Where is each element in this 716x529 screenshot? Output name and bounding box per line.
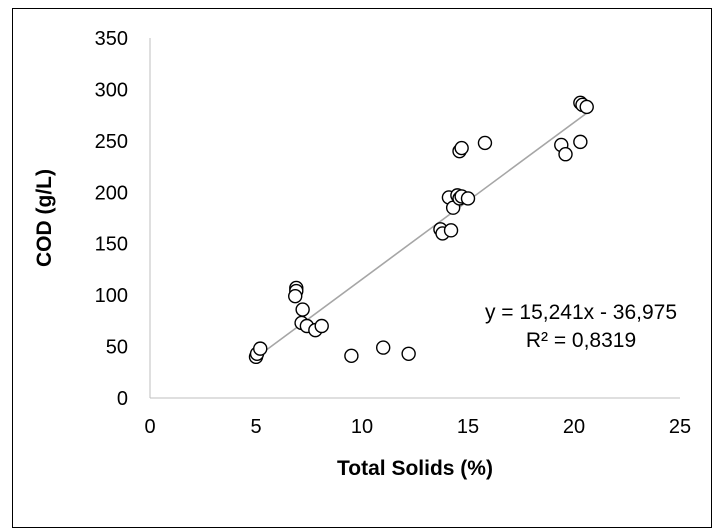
y-axis-title: COD (g/L) — [33, 169, 56, 267]
data-points — [248, 95, 594, 365]
data-point — [443, 223, 459, 238]
data-point — [288, 288, 303, 304]
chart-frame: 0 50 100 150 200 250 300 350 0 5 10 15 20 25 y = 15,… — [12, 8, 712, 528]
data-point — [573, 134, 588, 150]
x-axis-ticks: 0 5 10 15 20 25 — [144, 416, 691, 438]
x-tick-label: 0 — [144, 416, 155, 438]
x-tick-label: 20 — [563, 416, 585, 438]
x-axis-title: Total Solids (%) — [337, 457, 493, 480]
data-point — [579, 99, 594, 115]
data-point — [253, 341, 268, 356]
trendline-r-squared: R² = 0,8319 — [526, 329, 636, 352]
y-tick-label: 0 — [117, 388, 128, 410]
data-point — [314, 318, 329, 334]
data-point — [558, 147, 573, 162]
data-point — [376, 340, 391, 355]
data-point — [295, 302, 310, 317]
y-axis-ticks: 0 50 100 150 200 250 300 350 — [95, 28, 128, 410]
trendline — [255, 112, 588, 359]
y-tick-label: 250 — [95, 131, 128, 153]
y-tick-label: 350 — [95, 28, 128, 50]
x-tick-label: 15 — [457, 416, 479, 438]
data-point — [454, 140, 469, 156]
y-tick-label: 200 — [95, 182, 128, 204]
y-tick-label: 300 — [95, 79, 128, 101]
x-tick-label: 25 — [669, 416, 691, 438]
data-point — [460, 191, 476, 206]
x-tick-label: 5 — [250, 416, 261, 438]
y-tick-label: 150 — [95, 234, 128, 256]
trendline-equation: y = 15,241x - 36,975 — [485, 301, 677, 324]
x-tick-label: 10 — [351, 416, 373, 438]
y-tick-label: 50 — [106, 337, 128, 359]
data-point — [477, 135, 493, 151]
y-tick-label: 100 — [95, 285, 128, 307]
data-point — [344, 348, 359, 364]
scatter-chart: 0 50 100 150 200 250 300 350 0 5 10 15 20 25 y = 15,… — [33, 28, 691, 480]
data-point — [401, 346, 416, 361]
